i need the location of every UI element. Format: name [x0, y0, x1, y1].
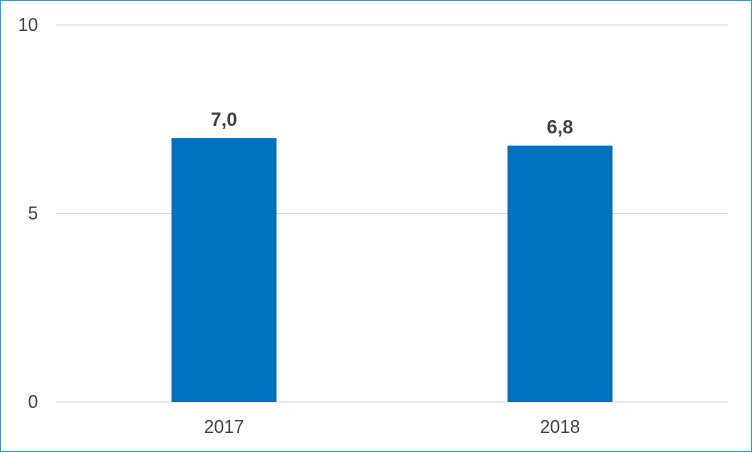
y-tick-label: 0: [28, 392, 38, 412]
data-label-2018: 6,8: [547, 118, 573, 139]
y-axis-ticks: 0 5 10: [18, 15, 38, 412]
data-labels: 7,0 6,8: [211, 110, 573, 139]
y-tick-label: 10: [18, 15, 38, 35]
x-axis-ticks: 2017 2018: [204, 417, 580, 437]
x-tick-label: 2017: [204, 417, 244, 437]
data-label-2017: 7,0: [211, 110, 237, 131]
bars: [171, 138, 613, 402]
bar-2017: [171, 138, 277, 402]
x-tick-label: 2018: [540, 417, 580, 437]
gridlines: [56, 24, 728, 403]
bar-2018: [507, 145, 613, 402]
y-tick-label: 5: [28, 204, 38, 224]
